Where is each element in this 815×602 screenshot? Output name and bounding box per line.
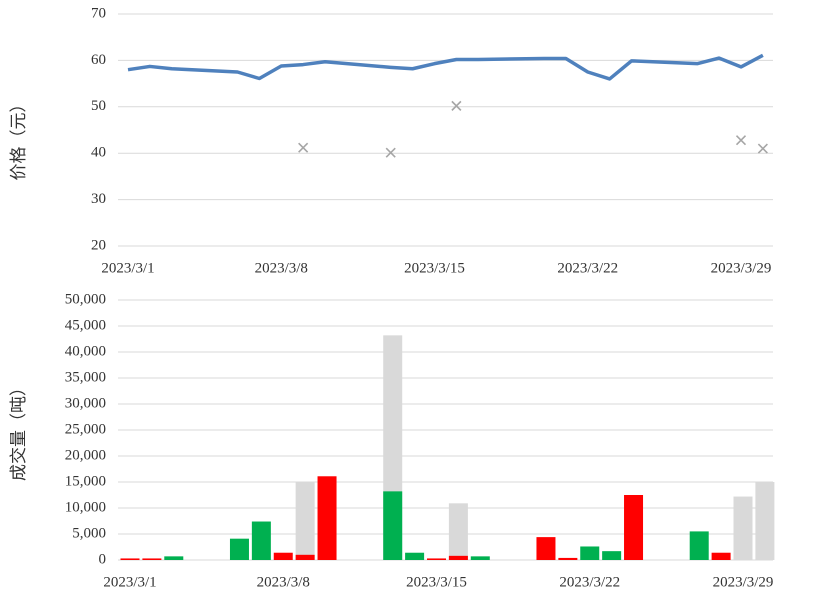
- x-tick-label: 2023/3/29: [713, 574, 774, 590]
- x-tick-label: 2023/3/8: [255, 260, 308, 276]
- bar: [755, 482, 775, 560]
- y-tick-label: 25,000: [65, 421, 106, 437]
- price-line: [127, 53, 764, 81]
- bar: [295, 554, 315, 560]
- bar: [448, 555, 468, 560]
- marker: [385, 147, 396, 158]
- y-tick-label: 30: [91, 191, 106, 207]
- marker: [757, 143, 768, 154]
- marker: [451, 100, 462, 111]
- bar: [427, 558, 446, 560]
- y-tick-label: 0: [99, 551, 107, 567]
- bar: [405, 552, 425, 560]
- bar: [470, 556, 490, 560]
- y-tick-label: 50: [91, 98, 106, 114]
- y-tick-label: 20: [91, 237, 106, 253]
- x-tick-label: 2023/3/1: [101, 260, 154, 276]
- bar: [689, 531, 709, 560]
- bar: [251, 521, 271, 560]
- y-tick-label: 10,000: [65, 499, 106, 515]
- bar: [120, 558, 140, 560]
- x-tick-label: 2023/3/22: [557, 260, 618, 276]
- bar: [624, 495, 644, 560]
- y-tick-label: 45,000: [65, 317, 106, 333]
- bar: [711, 552, 731, 560]
- y-tick-label: 70: [91, 5, 106, 21]
- y-tick-label: 35,000: [65, 369, 106, 385]
- x-tick-label: 2023/3/15: [406, 574, 467, 590]
- x-tick-label: 2023/3/29: [711, 260, 772, 276]
- bar: [580, 546, 600, 560]
- x-tick-label: 2023/3/8: [257, 574, 310, 590]
- marker: [735, 135, 747, 146]
- x-tick-label: 2023/3/22: [559, 574, 620, 590]
- bar: [536, 537, 556, 560]
- bar: [602, 551, 622, 560]
- y-tick-label: 30,000: [65, 395, 106, 411]
- bar: [383, 491, 403, 560]
- bar: [317, 476, 337, 560]
- y-tick-label: 60: [91, 52, 106, 68]
- bar: [142, 558, 162, 560]
- y-tick-label: 50,000: [65, 291, 106, 307]
- y-tick-label: 40: [91, 145, 106, 161]
- bar: [273, 552, 293, 560]
- bar: [733, 496, 753, 560]
- bar: [229, 538, 249, 560]
- y-tick-label: 40,000: [65, 343, 106, 359]
- y-axis-label: 成交量（吨）: [9, 379, 28, 481]
- marker: [298, 142, 309, 153]
- y-tick-label: 5,000: [72, 525, 106, 541]
- bar: [164, 556, 184, 560]
- y-tick-label: 20,000: [65, 447, 106, 463]
- x-tick-label: 2023/3/1: [103, 574, 156, 590]
- y-axis-label: 价格（元）: [9, 96, 28, 181]
- bar: [558, 557, 578, 560]
- x-tick-label: 2023/3/15: [404, 260, 465, 276]
- bar: [295, 482, 315, 560]
- bar: [448, 503, 468, 560]
- y-tick-label: 15,000: [65, 473, 106, 489]
